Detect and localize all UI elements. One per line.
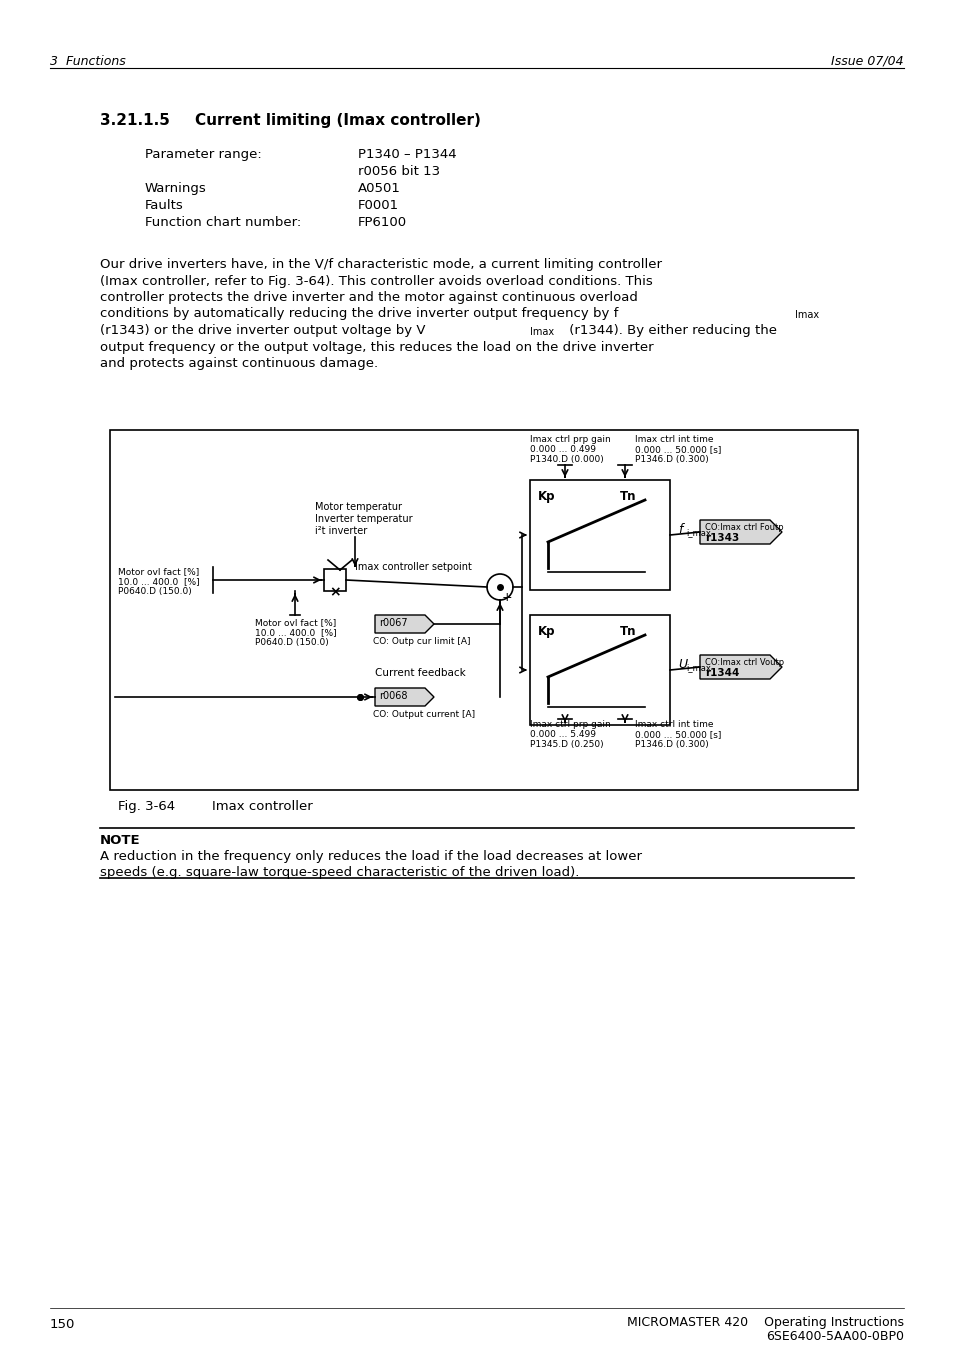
- Text: r1343: r1343: [704, 534, 739, 543]
- Text: r0067: r0067: [378, 617, 407, 628]
- Text: and protects against continuous damage.: and protects against continuous damage.: [100, 357, 377, 370]
- Text: i_max: i_max: [685, 663, 710, 671]
- Text: A reduction in the frequency only reduces the load if the load decreases at lowe: A reduction in the frequency only reduce…: [100, 850, 641, 863]
- Text: CO: Outp cur limit [A]: CO: Outp cur limit [A]: [373, 638, 470, 646]
- Text: P0640.D (150.0): P0640.D (150.0): [118, 586, 192, 596]
- Text: Current feedback: Current feedback: [375, 667, 465, 678]
- Text: Imax controller setpoint: Imax controller setpoint: [355, 562, 472, 571]
- Text: ×: ×: [329, 585, 340, 598]
- Text: Motor ovl fact [%]: Motor ovl fact [%]: [254, 617, 335, 627]
- Text: controller protects the drive inverter and the motor against continuous overload: controller protects the drive inverter a…: [100, 290, 638, 304]
- Text: A0501: A0501: [357, 182, 400, 195]
- Text: Imax ctrl prp gain: Imax ctrl prp gain: [530, 435, 610, 444]
- Polygon shape: [700, 655, 781, 680]
- Text: CO:Imax ctrl Voutp: CO:Imax ctrl Voutp: [704, 658, 783, 667]
- Text: Motor ovl fact [%]: Motor ovl fact [%]: [118, 567, 199, 576]
- Text: conditions by automatically reducing the drive inverter output frequency by f: conditions by automatically reducing the…: [100, 308, 618, 320]
- Text: Motor temperatur: Motor temperatur: [314, 503, 401, 512]
- Text: Kp: Kp: [537, 490, 555, 503]
- Text: Tn: Tn: [619, 626, 636, 638]
- Text: 3.21.1.5: 3.21.1.5: [100, 113, 170, 128]
- Text: 3  Functions: 3 Functions: [50, 55, 126, 68]
- Text: (r1343) or the drive inverter output voltage by V: (r1343) or the drive inverter output vol…: [100, 324, 425, 336]
- Text: i²t inverter: i²t inverter: [314, 526, 367, 536]
- Text: Issue 07/04: Issue 07/04: [830, 55, 903, 68]
- Text: Inverter temperatur: Inverter temperatur: [314, 513, 413, 524]
- Polygon shape: [375, 688, 434, 707]
- Text: r0056 bit 13: r0056 bit 13: [357, 165, 439, 178]
- Text: 0.000 ... 5.499: 0.000 ... 5.499: [530, 730, 596, 739]
- Bar: [530, 480, 669, 590]
- Text: Our drive inverters have, in the V/f characteristic mode, a current limiting con: Our drive inverters have, in the V/f cha…: [100, 258, 661, 272]
- Text: Current limiting (Imax controller): Current limiting (Imax controller): [194, 113, 480, 128]
- Text: P1346.D (0.300): P1346.D (0.300): [635, 740, 708, 748]
- Text: P1345.D (0.250): P1345.D (0.250): [530, 740, 603, 748]
- Text: FP6100: FP6100: [357, 216, 407, 230]
- Text: Parameter range:: Parameter range:: [145, 149, 261, 161]
- Text: output frequency or the output voltage, this reduces the load on the drive inver: output frequency or the output voltage, …: [100, 340, 653, 354]
- Text: i_max: i_max: [685, 528, 710, 536]
- Text: F0001: F0001: [357, 199, 398, 212]
- Text: CO: Output current [A]: CO: Output current [A]: [373, 711, 475, 719]
- Text: MICROMASTER 420    Operating Instructions: MICROMASTER 420 Operating Instructions: [626, 1316, 903, 1329]
- Text: r0068: r0068: [378, 690, 407, 701]
- Bar: [324, 569, 346, 590]
- Text: Faults: Faults: [145, 199, 184, 212]
- Bar: [530, 615, 669, 725]
- Text: 10.0 ... 400.0  [%]: 10.0 ... 400.0 [%]: [254, 628, 336, 638]
- Text: Kp: Kp: [537, 626, 555, 638]
- Text: U: U: [678, 658, 686, 671]
- Text: CO:Imax ctrl Foutp: CO:Imax ctrl Foutp: [704, 523, 782, 532]
- Text: 10.0 ... 400.0  [%]: 10.0 ... 400.0 [%]: [118, 577, 199, 586]
- Text: speeds (e.g. square-law torque-speed characteristic of the driven load).: speeds (e.g. square-law torque-speed cha…: [100, 866, 578, 880]
- Bar: [110, 430, 857, 790]
- Text: 150: 150: [50, 1319, 75, 1331]
- Text: P1340 – P1344: P1340 – P1344: [357, 149, 456, 161]
- Text: Imax controller: Imax controller: [212, 800, 313, 813]
- Text: r1344: r1344: [704, 667, 739, 678]
- Text: 0.000 ... 0.499: 0.000 ... 0.499: [530, 444, 596, 454]
- Text: Imax ctrl int time: Imax ctrl int time: [635, 435, 713, 444]
- Text: Warnings: Warnings: [145, 182, 207, 195]
- Text: (Imax controller, refer to Fig. 3-64). This controller avoids overload condition: (Imax controller, refer to Fig. 3-64). T…: [100, 274, 652, 288]
- Text: Fig. 3-64: Fig. 3-64: [118, 800, 175, 813]
- Text: Imax: Imax: [530, 327, 554, 336]
- Text: P0640.D (150.0): P0640.D (150.0): [254, 638, 329, 647]
- Text: Function chart number:: Function chart number:: [145, 216, 301, 230]
- Text: Imax ctrl prp gain: Imax ctrl prp gain: [530, 720, 610, 730]
- Text: (r1344). By either reducing the: (r1344). By either reducing the: [564, 324, 776, 336]
- Text: 6SE6400-5AA00-0BP0: 6SE6400-5AA00-0BP0: [765, 1329, 903, 1343]
- Text: Imax ctrl int time: Imax ctrl int time: [635, 720, 713, 730]
- Text: 0.000 ... 50.000 [s]: 0.000 ... 50.000 [s]: [635, 730, 720, 739]
- Text: f: f: [678, 523, 681, 536]
- Text: Imax: Imax: [794, 311, 819, 320]
- Text: 0.000 ... 50.000 [s]: 0.000 ... 50.000 [s]: [635, 444, 720, 454]
- Text: P1346.D (0.300): P1346.D (0.300): [635, 455, 708, 463]
- Text: NOTE: NOTE: [100, 834, 140, 847]
- Polygon shape: [700, 520, 781, 544]
- Polygon shape: [375, 615, 434, 634]
- Text: Tn: Tn: [619, 490, 636, 503]
- Text: P1340.D (0.000): P1340.D (0.000): [530, 455, 603, 463]
- Text: +: +: [501, 590, 512, 604]
